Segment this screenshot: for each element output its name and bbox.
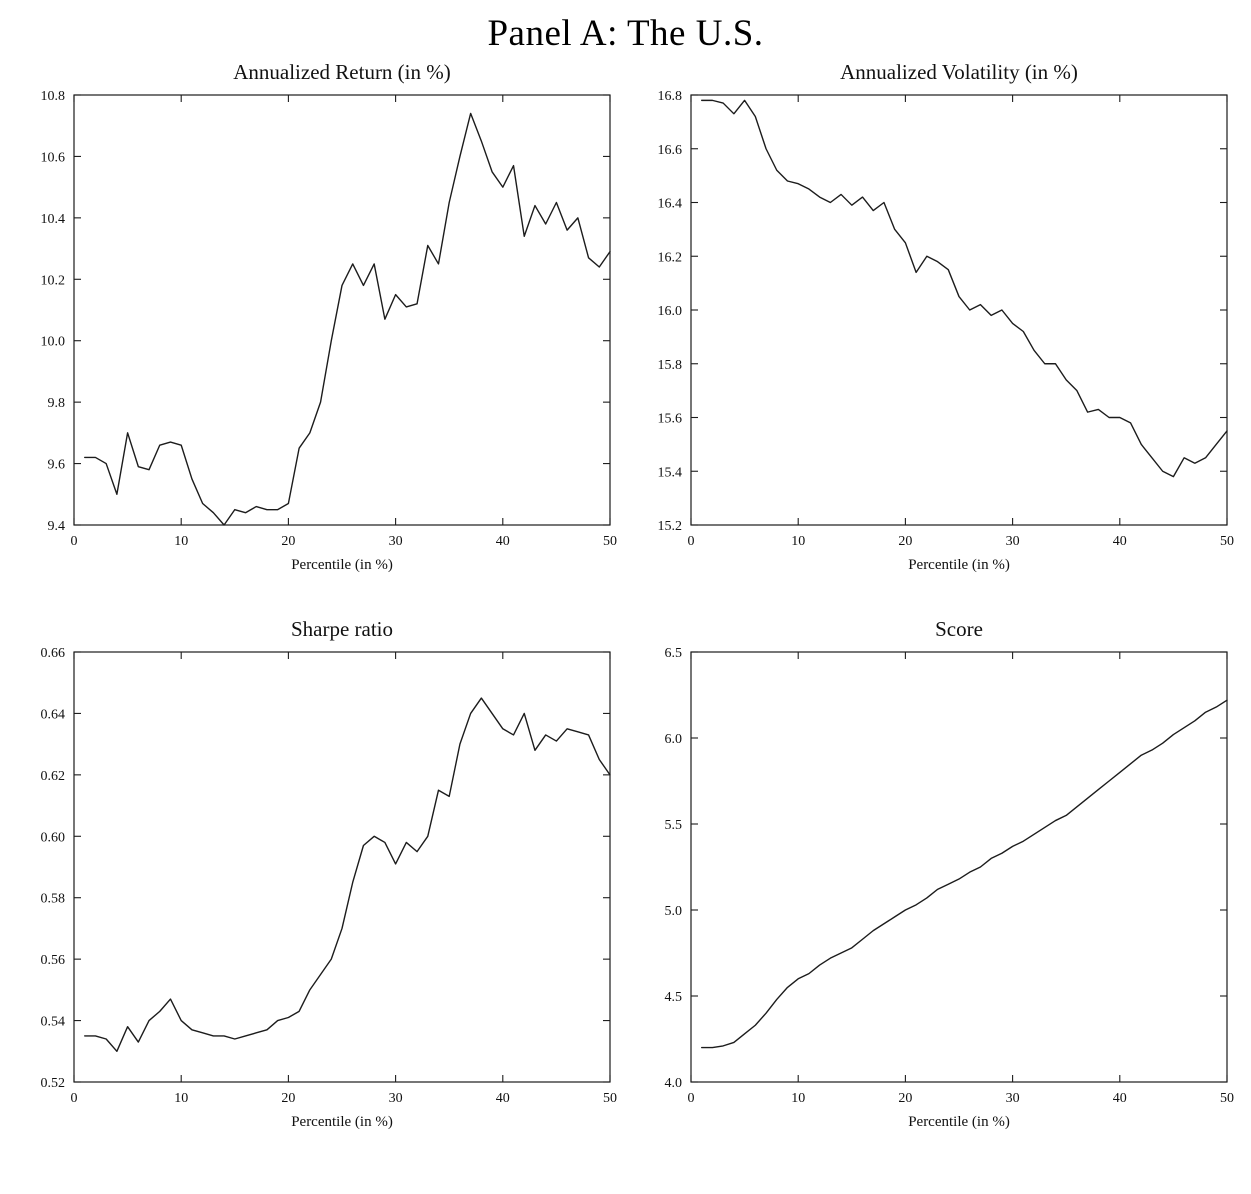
- y-tick-label: 0.62: [40, 769, 65, 784]
- y-tick-label: 4.0: [665, 1076, 683, 1091]
- chart-canvas: 0 10 20 30 40 50 15.2 15.4 15.6 15.8 16.0 16.2 16.4 1…: [658, 60, 1235, 573]
- chart-canvas: 0 10 20 30 40 50 4.0 4.5 5.0 5.5 6.0 6.5 Score Percen…: [665, 617, 1235, 1130]
- x-tick-label: 20: [281, 534, 295, 549]
- y-tick-label: 16.8: [658, 89, 683, 104]
- y-tick-label: 0.66: [40, 646, 65, 661]
- series-line: [83, 697, 611, 1052]
- y-tick-label: 0.58: [40, 892, 65, 907]
- x-tick-label: 0: [70, 1091, 77, 1106]
- plot-box: [73, 651, 611, 1083]
- x-tick-label: 50: [603, 1091, 617, 1106]
- y-tick-label: 0.60: [40, 830, 65, 845]
- y-tick-label: 9.4: [47, 519, 65, 534]
- y-tick-label: 0.52: [40, 1076, 65, 1091]
- subplot-annualized-volatility: 0 10 20 30 40 50 15.2 15.4 15.6 15.8 16.0 16.2 16.4 1…: [629, 57, 1239, 592]
- y-tick-label: 10.2: [40, 273, 65, 288]
- y-tick-label: 16.4: [658, 197, 683, 212]
- x-tick-label: 30: [1006, 1091, 1020, 1106]
- y-tick-label: 0.64: [40, 707, 65, 722]
- subplot-score: 0 10 20 30 40 50 4.0 4.5 5.0 5.5 6.0 6.5 Score Percen…: [629, 614, 1239, 1149]
- y-tick-label: 15.6: [658, 412, 683, 427]
- panel-title: Panel A: The U.S.: [487, 13, 764, 54]
- x-tick-label: 30: [1006, 534, 1020, 549]
- x-tick-label: 40: [1113, 534, 1127, 549]
- x-tick-label: 30: [388, 1091, 402, 1106]
- x-tick-label: 50: [1220, 1091, 1234, 1106]
- x-tick-label: 20: [899, 534, 913, 549]
- chart-canvas: 0 10 20 30 40 50 9.4 9.6 9.8 10.0 10.2 10.4 10.6 10.8…: [40, 60, 617, 573]
- y-tick-label: 15.4: [658, 465, 683, 480]
- y-tick-label: 16.6: [658, 143, 683, 158]
- x-tick-label: 10: [791, 1091, 805, 1106]
- x-tick-label: 50: [1220, 534, 1234, 549]
- y-tick-label: 16.2: [658, 250, 683, 265]
- subplot-annualized-return: 0 10 20 30 40 50 9.4 9.6 9.8 10.0 10.2 10.4 10.6 10.8…: [12, 57, 622, 592]
- x-tick-label: 40: [496, 534, 510, 549]
- x-tick-label: 50: [603, 534, 617, 549]
- chart-title: Sharpe ratio: [291, 617, 393, 641]
- x-tick-label: 0: [688, 534, 695, 549]
- x-tick-label: 10: [791, 534, 805, 549]
- series-line: [701, 699, 1228, 1049]
- x-tick-label: 0: [70, 534, 77, 549]
- y-tick-label: 10.0: [40, 335, 65, 350]
- y-tick-label: 10.6: [40, 150, 65, 165]
- x-axis-label: Percentile (in %): [291, 557, 393, 573]
- figure-panel-a: Panel A: The U.S. 0 10 20 30 40 50 9.4 9.6 9.8 10…: [0, 12, 1251, 1149]
- x-tick-label: 40: [496, 1091, 510, 1106]
- y-tick-label: 6.5: [665, 646, 683, 661]
- x-tick-label: 0: [688, 1091, 695, 1106]
- y-tick-label: 5.0: [665, 904, 683, 919]
- x-axis-label: Percentile (in %): [908, 557, 1010, 573]
- x-tick-label: 10: [174, 1091, 188, 1106]
- y-tick-label: 0.54: [40, 1015, 65, 1030]
- y-tick-label: 15.2: [658, 519, 683, 534]
- x-tick-label: 20: [281, 1091, 295, 1106]
- x-tick-label: 10: [174, 534, 188, 549]
- chart-title: Annualized Volatility (in %): [840, 60, 1078, 84]
- y-tick-label: 5.5: [665, 818, 683, 833]
- y-tick-label: 0.56: [40, 953, 65, 968]
- y-tick-label: 15.8: [658, 358, 683, 373]
- chart-title: Score: [935, 617, 983, 641]
- series-line: [83, 112, 611, 526]
- y-tick-label: 10.4: [40, 212, 65, 227]
- y-tick-label: 10.8: [40, 89, 65, 104]
- chart-canvas: 0 10 20 30 40 50 0.52 0.54 0.56 0.58 0.60 0.62 0.64 0…: [40, 617, 617, 1130]
- x-tick-label: 30: [388, 534, 402, 549]
- x-tick-label: 40: [1113, 1091, 1127, 1106]
- x-axis-label: Percentile (in %): [291, 1114, 393, 1130]
- y-tick-label: 16.0: [658, 304, 683, 319]
- plot-box: [690, 651, 1228, 1083]
- y-tick-label: 9.8: [47, 396, 65, 411]
- x-axis-label: Percentile (in %): [908, 1114, 1010, 1130]
- y-tick-label: 4.5: [665, 990, 683, 1005]
- chart-title: Annualized Return (in %): [233, 60, 451, 84]
- subplot-sharpe-ratio: 0 10 20 30 40 50 0.52 0.54 0.56 0.58 0.60 0.62 0.64 0…: [12, 614, 622, 1149]
- x-tick-label: 20: [899, 1091, 913, 1106]
- y-tick-label: 9.6: [47, 458, 65, 473]
- series-line: [701, 99, 1228, 478]
- y-tick-label: 6.0: [665, 732, 683, 747]
- subplot-grid: 0 10 20 30 40 50 9.4 9.6 9.8 10.0 10.2 10.4 10.6 10.8…: [0, 57, 1251, 1149]
- plot-box: [73, 94, 611, 526]
